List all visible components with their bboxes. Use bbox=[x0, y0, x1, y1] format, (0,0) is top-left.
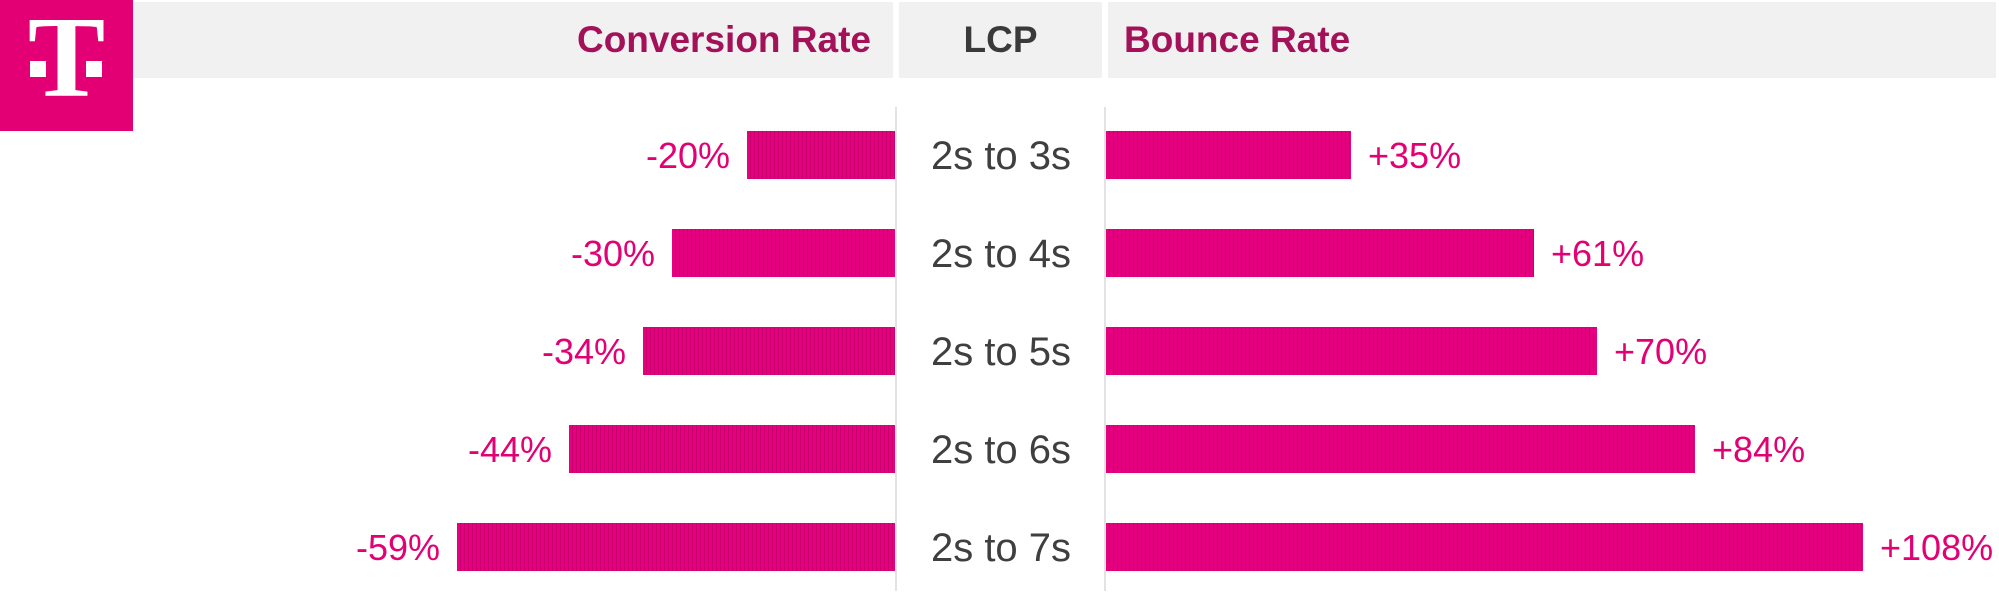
chart-row: -30% 2s to 4s +61% bbox=[0, 229, 1999, 277]
bounce-bar bbox=[1106, 425, 1695, 473]
telekom-right-square-icon bbox=[86, 61, 102, 77]
header-bounce-rate-label: Bounce Rate bbox=[1124, 19, 1351, 60]
bounce-value-label: +108% bbox=[1880, 527, 1994, 568]
t-mobile-logo: T bbox=[0, 0, 133, 131]
conversion-bar bbox=[747, 131, 895, 179]
header-conversion-rate: Conversion Rate bbox=[133, 2, 893, 78]
bounce-value-label: +61% bbox=[1551, 233, 1645, 274]
chart-row: -59% 2s to 7s +108% bbox=[0, 523, 1999, 571]
lcp-category-label: 2s to 6s bbox=[930, 428, 1072, 472]
lcp-category-label: 2s to 7s bbox=[930, 526, 1072, 570]
chart-row: -44% 2s to 6s +84% bbox=[0, 425, 1999, 473]
header-lcp: LCP bbox=[899, 2, 1102, 78]
telekom-t-icon: T bbox=[27, 0, 106, 122]
lcp-category-label: 2s to 4s bbox=[930, 232, 1072, 276]
left-axis-line bbox=[895, 107, 897, 591]
right-axis-line bbox=[1104, 107, 1106, 591]
conversion-value-label: -59% bbox=[355, 527, 440, 568]
lcp-category-label: 2s to 3s bbox=[930, 134, 1072, 178]
bounce-bar bbox=[1106, 327, 1597, 375]
conversion-bar bbox=[643, 327, 895, 375]
bounce-bar bbox=[1106, 229, 1534, 277]
header-conversion-rate-label: Conversion Rate bbox=[576, 19, 871, 60]
bounce-bar bbox=[1106, 523, 1863, 571]
bounce-value-label: +35% bbox=[1368, 135, 1462, 176]
header-bounce-rate: Bounce Rate bbox=[1108, 2, 1996, 78]
conversion-bar bbox=[457, 523, 895, 571]
chart-row: -20% 2s to 3s +35% bbox=[0, 131, 1999, 179]
header-lcp-label: LCP bbox=[963, 19, 1038, 60]
telekom-left-square-icon bbox=[30, 61, 46, 77]
bounce-bar bbox=[1106, 131, 1351, 179]
conversion-bar bbox=[672, 229, 895, 277]
chart-row: -34% 2s to 5s +70% bbox=[0, 327, 1999, 375]
conversion-value-label: -20% bbox=[645, 135, 730, 176]
conversion-value-label: -30% bbox=[570, 233, 655, 274]
conversion-value-label: -34% bbox=[541, 331, 626, 372]
conversion-bar bbox=[569, 425, 895, 473]
bounce-value-label: +70% bbox=[1614, 331, 1708, 372]
bounce-value-label: +84% bbox=[1712, 429, 1806, 470]
lcp-category-label: 2s to 5s bbox=[930, 330, 1072, 374]
conversion-value-label: -44% bbox=[467, 429, 552, 470]
